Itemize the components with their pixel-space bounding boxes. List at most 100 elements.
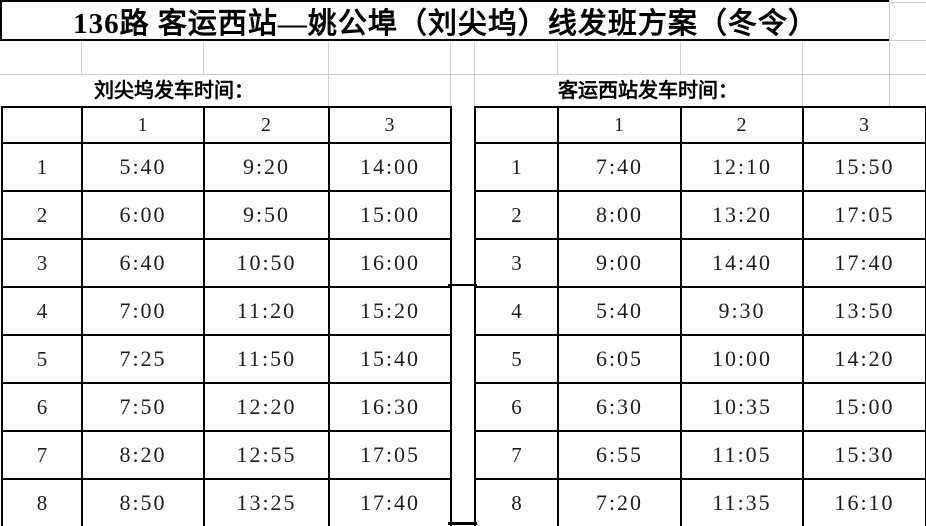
excel-gridline (557, 41, 558, 75)
time-cell: 11:35 (680, 478, 804, 526)
excel-gridline (81, 41, 82, 75)
time-cell: 15:00 (328, 190, 452, 240)
time-cell: 8:50 (81, 478, 205, 526)
time-cell: 9:00 (557, 238, 682, 288)
time-cell: 16:10 (802, 478, 926, 526)
time-cell: 7:00 (81, 286, 205, 336)
column-header: 1 (81, 106, 205, 144)
row-number-cell: 5 (1, 334, 83, 384)
time-cell: 11:05 (680, 430, 804, 480)
time-cell: 6:00 (81, 190, 205, 240)
excel-gridline (889, 0, 890, 107)
schedule-row: 8 7:20 11:35 16:10 (474, 478, 926, 526)
time-cell: 8:00 (557, 190, 682, 240)
row-number-cell: 4 (474, 286, 559, 336)
column-header: 1 (557, 106, 682, 144)
column-header-row: 1 2 3 (474, 106, 926, 144)
time-cell: 8:20 (81, 430, 205, 480)
row-number-cell: 8 (1, 478, 83, 526)
time-cell: 13:25 (203, 478, 330, 526)
corner-cell (474, 106, 559, 144)
time-cell: 5:40 (81, 142, 205, 192)
row-number-cell: 6 (1, 382, 83, 432)
schedule-row: 7 6:55 11:05 15:30 (474, 430, 926, 480)
column-header: 2 (203, 106, 330, 144)
row-number-cell: 3 (474, 238, 559, 288)
excel-gridline (203, 41, 204, 75)
schedule-row: 2 8:00 13:20 17:05 (474, 190, 926, 240)
title-box: 136路 客运西站—姚公埠（刘尖坞）线发班方案（冬令） (0, 0, 889, 41)
time-cell: 14:20 (802, 334, 926, 384)
time-cell: 10:35 (680, 382, 804, 432)
schedule-row: 6 7:50 12:20 16:30 (1, 382, 452, 432)
time-cell: 6:05 (557, 334, 682, 384)
time-cell: 15:00 (802, 382, 926, 432)
time-cell: 9:20 (203, 142, 330, 192)
time-cell: 9:50 (203, 190, 330, 240)
row-number-cell: 2 (1, 190, 83, 240)
schedule-row: 3 6:40 10:50 16:00 (1, 238, 452, 288)
time-cell: 6:55 (557, 430, 682, 480)
row-number-cell: 7 (474, 430, 559, 480)
schedule-row: 5 6:05 10:00 14:20 (474, 334, 926, 384)
time-cell: 15:30 (802, 430, 926, 480)
time-cell: 16:30 (328, 382, 452, 432)
time-cell: 6:40 (81, 238, 205, 288)
time-cell: 6:30 (557, 382, 682, 432)
time-cell: 9:30 (680, 286, 804, 336)
schedule-row: 4 5:40 9:30 13:50 (474, 286, 926, 336)
row-number-cell: 1 (474, 142, 559, 192)
time-cell: 15:40 (328, 334, 452, 384)
time-cell: 7:40 (557, 142, 682, 192)
row-number-cell: 1 (1, 142, 83, 192)
time-cell: 5:40 (557, 286, 682, 336)
excel-gridline (680, 41, 681, 75)
schedule-row: 5 7:25 11:50 15:40 (1, 334, 452, 384)
gap-divider-line (448, 522, 477, 525)
column-header: 3 (802, 106, 926, 144)
row-number-cell: 6 (474, 382, 559, 432)
excel-gridline (889, 2, 926, 3)
time-cell: 12:55 (203, 430, 330, 480)
schedule-row: 8 8:50 13:25 17:40 (1, 478, 452, 526)
time-cell: 11:20 (203, 286, 330, 336)
column-header: 2 (680, 106, 804, 144)
time-cell: 17:05 (328, 430, 452, 480)
time-cell: 14:40 (680, 238, 804, 288)
time-cell: 16:00 (328, 238, 452, 288)
time-cell: 7:25 (81, 334, 205, 384)
schedule-table-keyunxizhan: 1 2 3 1 7:40 12:10 15:50 2 8:00 13:20 17:05 3 9:0… (474, 106, 926, 526)
time-cell: 7:20 (557, 478, 682, 526)
schedule-row: 2 6:00 9:50 15:00 (1, 190, 452, 240)
row-number-cell: 7 (1, 430, 83, 480)
row-number-cell: 5 (474, 334, 559, 384)
schedule-row: 7 8:20 12:55 17:05 (1, 430, 452, 480)
column-header: 3 (328, 106, 452, 144)
schedule-row: 1 5:40 9:20 14:00 (1, 142, 452, 192)
time-cell: 13:20 (680, 190, 804, 240)
page-title: 136路 客运西站—姚公埠（刘尖坞）线发班方案（冬令） (73, 7, 818, 40)
gap-divider-line (448, 284, 477, 286)
section-label-keyunxizhan: 客运西站发车时间： (558, 80, 738, 102)
time-cell: 11:50 (203, 334, 330, 384)
time-cell: 17:05 (802, 190, 926, 240)
row-number-cell: 2 (474, 190, 559, 240)
schedule-row: 6 6:30 10:35 15:00 (474, 382, 926, 432)
schedule-table-liujianwu: 1 2 3 1 5:40 9:20 14:00 2 6:00 9:50 15:00 3 6:40 1… (1, 106, 452, 526)
time-cell: 10:50 (203, 238, 330, 288)
column-header-row: 1 2 3 (1, 106, 452, 144)
time-cell: 14:00 (328, 142, 452, 192)
section-label-liujianwu: 刘尖坞发车时间： (94, 80, 254, 102)
excel-gridline (889, 40, 926, 41)
excel-gridline (0, 74, 926, 75)
corner-cell (1, 106, 83, 144)
time-cell: 15:20 (328, 286, 452, 336)
time-cell: 15:50 (802, 142, 926, 192)
schedule-row: 3 9:00 14:40 17:40 (474, 238, 926, 288)
time-cell: 12:20 (203, 382, 330, 432)
schedule-row: 4 7:00 11:20 15:20 (1, 286, 452, 336)
row-number-cell: 8 (474, 478, 559, 526)
row-number-cell: 4 (1, 286, 83, 336)
schedule-row: 1 7:40 12:10 15:50 (474, 142, 926, 192)
